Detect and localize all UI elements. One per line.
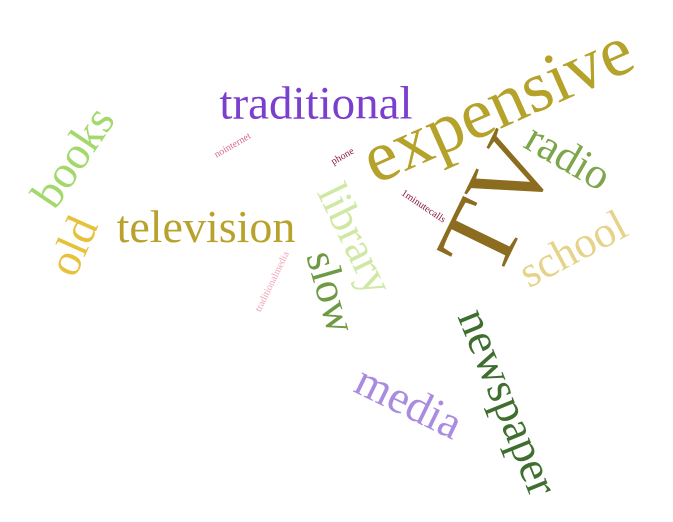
word-nointernet: nointernet xyxy=(212,130,254,161)
word-traditional: traditional xyxy=(219,77,413,130)
word-old: old xyxy=(37,208,108,284)
word-phone: phone xyxy=(329,145,357,168)
word-television: television xyxy=(116,201,296,252)
word-traditionalmedia: traditionalmedia xyxy=(253,249,292,314)
word-media: media xyxy=(347,353,471,450)
word-books: books xyxy=(20,96,125,217)
